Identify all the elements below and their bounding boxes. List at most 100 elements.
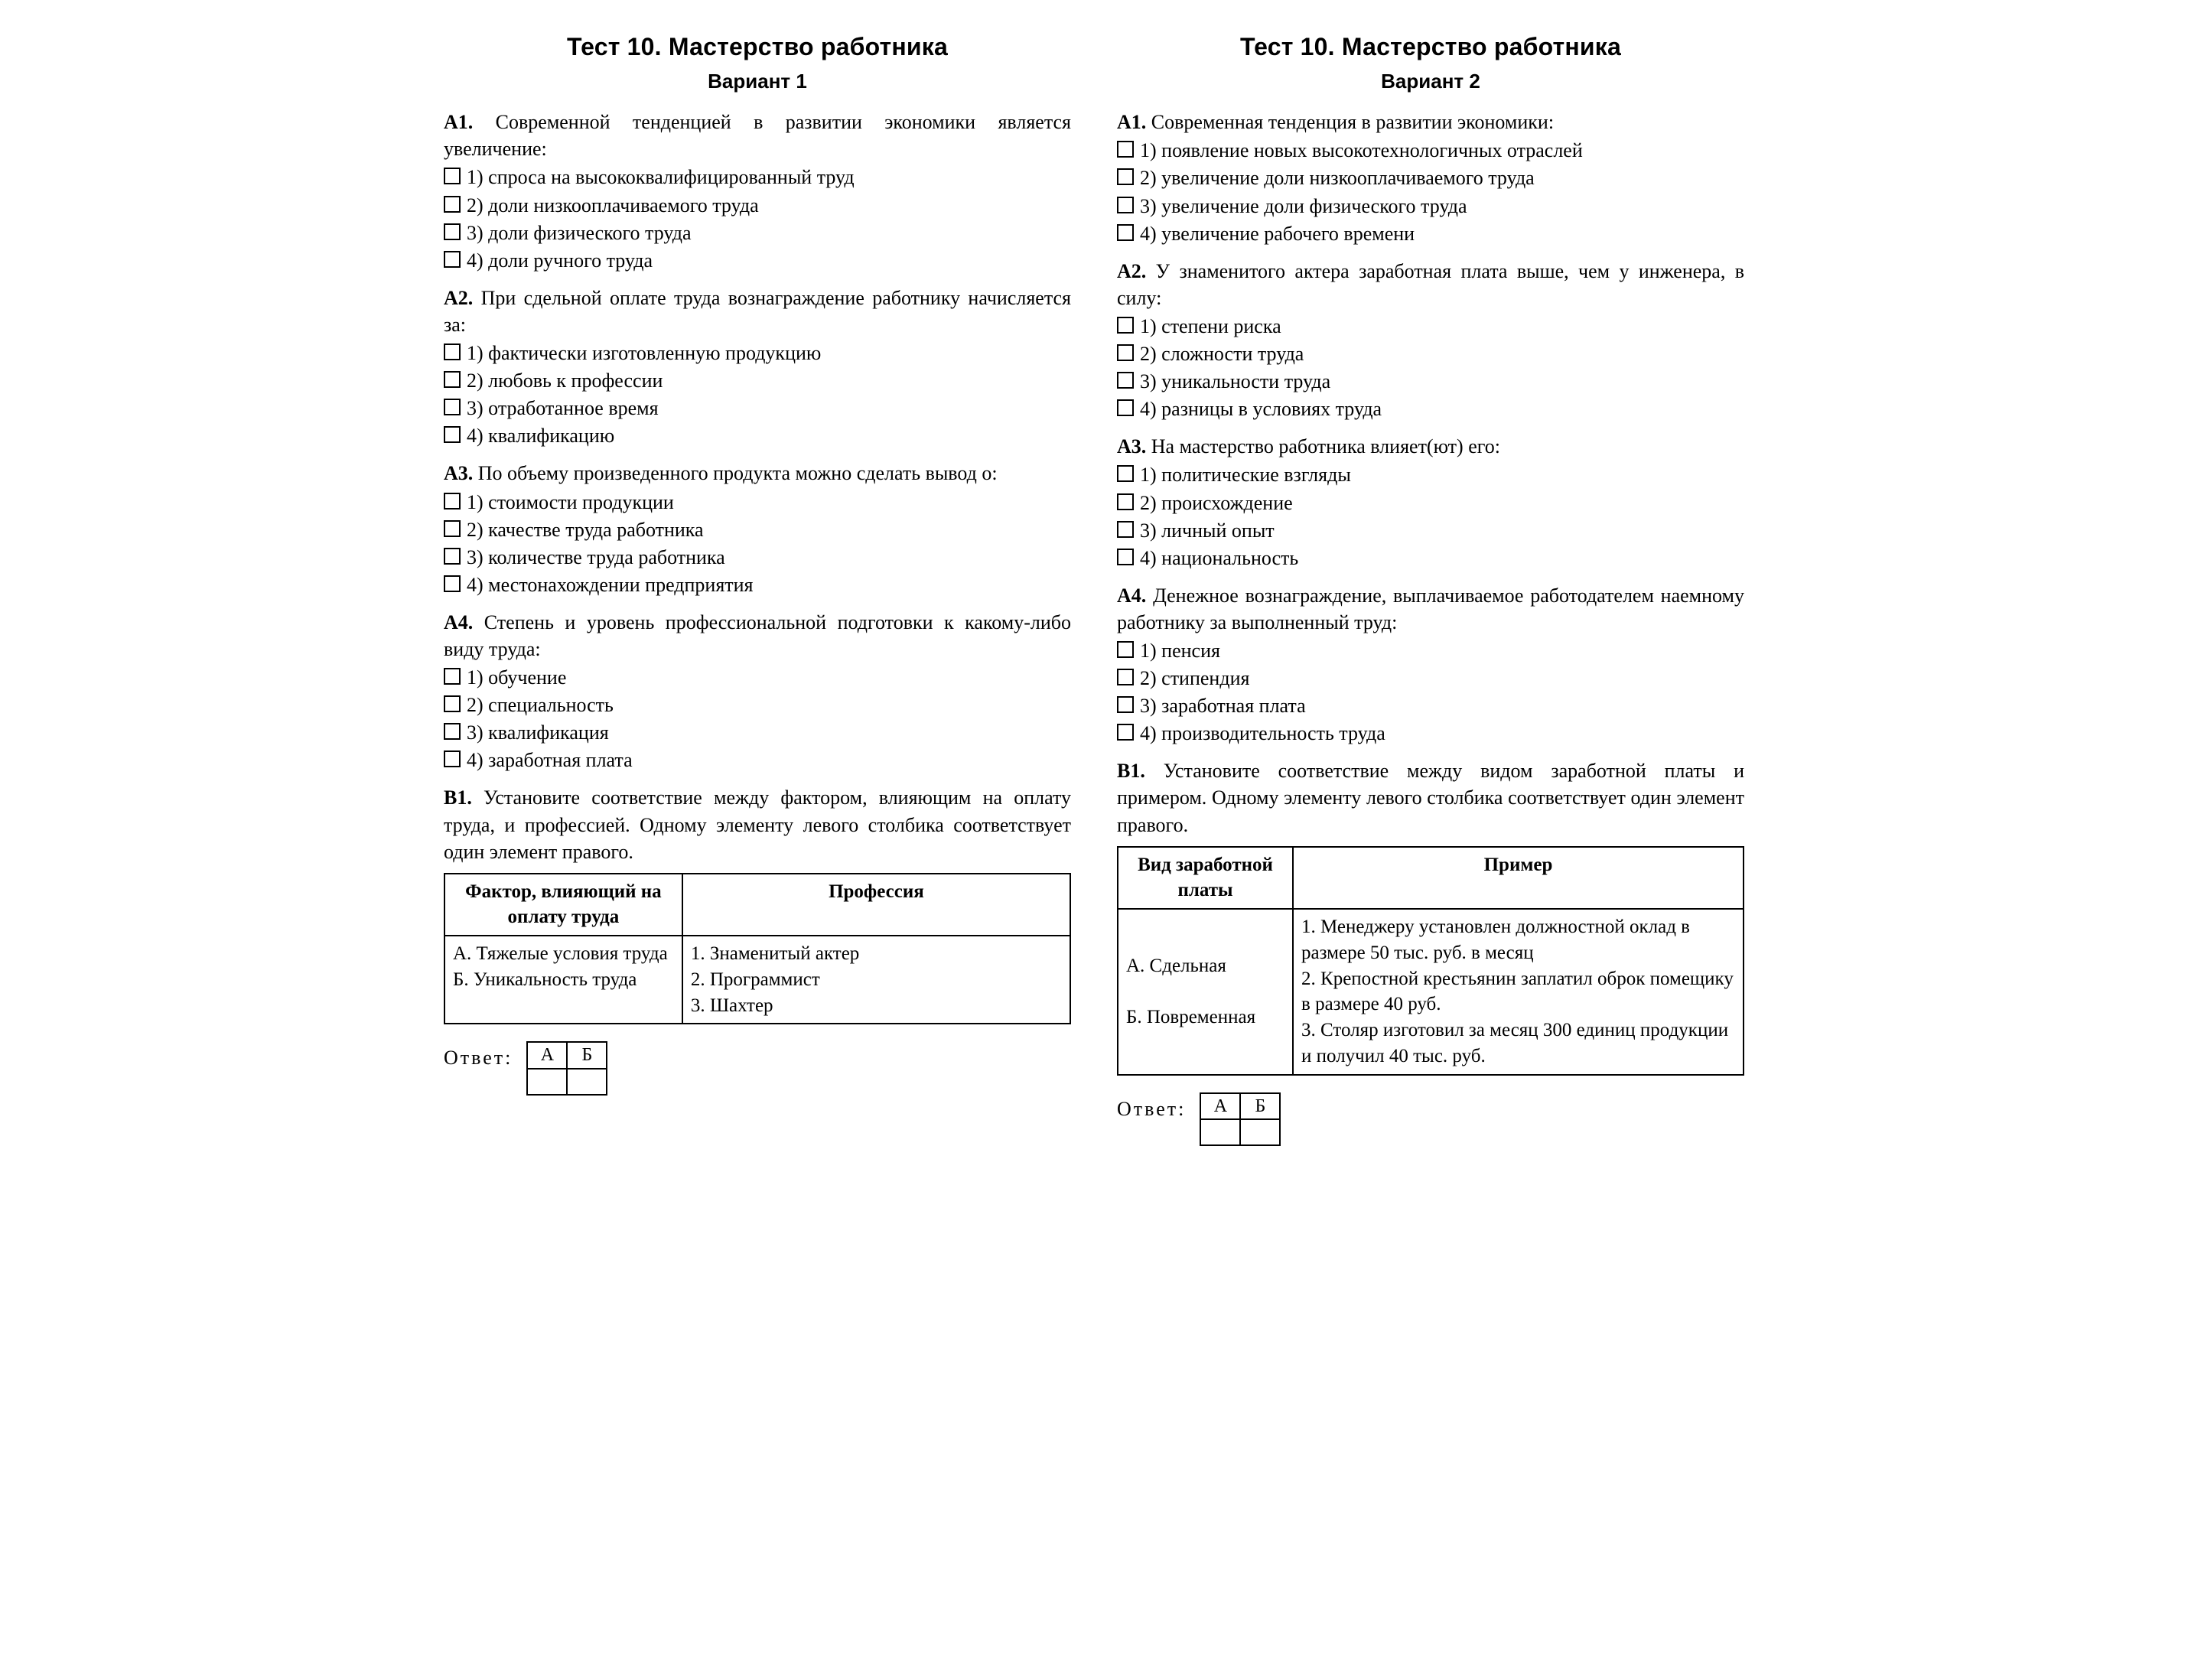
table-row (1200, 1119, 1280, 1145)
question-text: При сдельной оплате труда вознаграждение… (444, 287, 1071, 336)
options-a1: 1) появление новых высокотехнологичных о… (1117, 137, 1744, 246)
option-text: 2) увеличение доли низкооплачиваемого тр… (1140, 164, 1744, 191)
option: 2) стипендия (1117, 665, 1744, 692)
checkbox-icon[interactable] (1117, 641, 1134, 658)
checkbox-icon[interactable] (1117, 141, 1134, 158)
answer-cell[interactable] (1240, 1119, 1280, 1145)
question-a1: А1. Современная тенденция в развитии эко… (1117, 109, 1744, 135)
answer-header: Б (567, 1042, 607, 1068)
question-text: У знаменитого актера заработная плата вы… (1117, 260, 1744, 309)
option-text: 4) квалификацию (467, 422, 1071, 449)
question-number: А4. (444, 611, 473, 633)
options-a4: 1) обучение 2) специальность 3) квалифик… (444, 664, 1071, 773)
option: 1) стоимости продукции (444, 489, 1071, 516)
checkbox-icon[interactable] (444, 223, 461, 240)
table-row: А Б (527, 1042, 607, 1068)
options-a3: 1) политические взгляды 2) происхождение… (1117, 461, 1744, 571)
option: 3) заработная плата (1117, 692, 1744, 719)
option-text: 2) доли низкооплачиваемого труда (467, 192, 1071, 219)
option-text: 2) стипендия (1140, 665, 1744, 692)
checkbox-icon[interactable] (1117, 224, 1134, 241)
checkbox-icon[interactable] (444, 251, 461, 268)
option-text: 1) пенсия (1140, 637, 1744, 664)
checkbox-icon[interactable] (1117, 465, 1134, 482)
checkbox-icon[interactable] (1117, 372, 1134, 389)
option-text: 2) сложности труда (1140, 340, 1744, 367)
table-cell: 1. Менеджеру установлен должностной окла… (1293, 909, 1744, 1075)
question-text: Денежное вознаграждение, выплачиваемое р… (1117, 584, 1744, 633)
option: 3) отработанное время (444, 395, 1071, 422)
checkbox-icon[interactable] (444, 575, 461, 592)
checkbox-icon[interactable] (1117, 549, 1134, 565)
checkbox-icon[interactable] (444, 548, 461, 565)
checkbox-icon[interactable] (444, 343, 461, 360)
checkbox-icon[interactable] (444, 520, 461, 537)
checkbox-icon[interactable] (444, 168, 461, 184)
option: 1) пенсия (1117, 637, 1744, 664)
option-text: 3) отработанное время (467, 395, 1071, 422)
option: 3) личный опыт (1117, 517, 1744, 544)
checkbox-icon[interactable] (444, 493, 461, 510)
checkbox-icon[interactable] (444, 196, 461, 213)
answer-block: Ответ: А Б (444, 1041, 1071, 1095)
question-text: Современной тенденцией в развитии эконом… (444, 111, 1071, 160)
option: 4) увеличение рабочего времени (1117, 220, 1744, 247)
answer-cell[interactable] (1200, 1119, 1240, 1145)
option-text: 2) специальность (467, 692, 1071, 718)
options-a2: 1) фактически изготовленную продукцию 2)… (444, 340, 1071, 449)
option: 4) доли ручного труда (444, 247, 1071, 274)
table-row: Вид заработной платы Пример (1118, 847, 1744, 910)
checkbox-icon[interactable] (1117, 317, 1134, 334)
answer-cell[interactable] (567, 1069, 607, 1095)
checkbox-icon[interactable] (444, 723, 461, 740)
option: 4) производительность труда (1117, 720, 1744, 747)
answer-block: Ответ: А Б (1117, 1092, 1744, 1146)
checkbox-icon[interactable] (444, 668, 461, 685)
option: 4) заработная плата (444, 747, 1071, 773)
variant-label: Вариант 2 (1117, 68, 1744, 95)
question-text: Степень и уровень профессиональной подго… (444, 611, 1071, 660)
match-table: Фактор, влияющий на оплату труда Професс… (444, 873, 1071, 1025)
checkbox-icon[interactable] (1117, 521, 1134, 538)
checkbox-icon[interactable] (1117, 168, 1134, 185)
answer-cell[interactable] (527, 1069, 567, 1095)
option-text: 3) увеличение доли физического труда (1140, 193, 1744, 220)
checkbox-icon[interactable] (1117, 696, 1134, 713)
test-title: Тест 10. Мастерство работника (1117, 31, 1744, 63)
option: 1) фактически изготовленную продукцию (444, 340, 1071, 366)
checkbox-icon[interactable] (444, 695, 461, 712)
checkbox-icon[interactable] (1117, 669, 1134, 685)
checkbox-icon[interactable] (1117, 399, 1134, 416)
option: 4) местонахождении предприятия (444, 571, 1071, 598)
checkbox-icon[interactable] (1117, 197, 1134, 213)
options-a3: 1) стоимости продукции 2) качестве труда… (444, 489, 1071, 598)
answer-label: Ответ: (1117, 1092, 1186, 1122)
question-a1: А1. Современной тенденцией в развитии эк… (444, 109, 1071, 162)
question-number: А3. (444, 462, 473, 484)
option-text: 2) происхождение (1140, 490, 1744, 516)
question-a2: А2. У знаменитого актера заработная плат… (1117, 258, 1744, 311)
question-number: А4. (1117, 584, 1146, 607)
question-text: Установите соответствие между видом зара… (1117, 760, 1744, 835)
option: 2) доли низкооплачиваемого труда (444, 192, 1071, 219)
table-cell: А. Тяжелые условия труда Б. Уникальность… (444, 936, 682, 1024)
answer-table: А Б (1200, 1092, 1281, 1146)
checkbox-icon[interactable] (444, 750, 461, 767)
option-text: 1) политические взгляды (1140, 461, 1744, 488)
question-text: На мастерство работника влияет(ют) его: (1151, 435, 1500, 457)
question-b1: В1. Установите соответствие между видом … (1117, 757, 1744, 838)
checkbox-icon[interactable] (444, 371, 461, 388)
option: 3) уникальности труда (1117, 368, 1744, 395)
option-text: 1) появление новых высокотехнологичных о… (1140, 137, 1744, 164)
checkbox-icon[interactable] (1117, 724, 1134, 741)
checkbox-icon[interactable] (444, 426, 461, 443)
question-a3: А3. На мастерство работника влияет(ют) е… (1117, 433, 1744, 460)
option: 3) квалификация (444, 719, 1071, 746)
checkbox-icon[interactable] (1117, 493, 1134, 510)
checkbox-icon[interactable] (444, 399, 461, 415)
table-row: А. Сдельная Б. Повременная 1. Менеджеру … (1118, 909, 1744, 1075)
option: 4) национальность (1117, 545, 1744, 571)
question-a4: А4. Денежное вознаграждение, выплачиваем… (1117, 582, 1744, 636)
question-number: А1. (444, 111, 473, 133)
checkbox-icon[interactable] (1117, 344, 1134, 361)
